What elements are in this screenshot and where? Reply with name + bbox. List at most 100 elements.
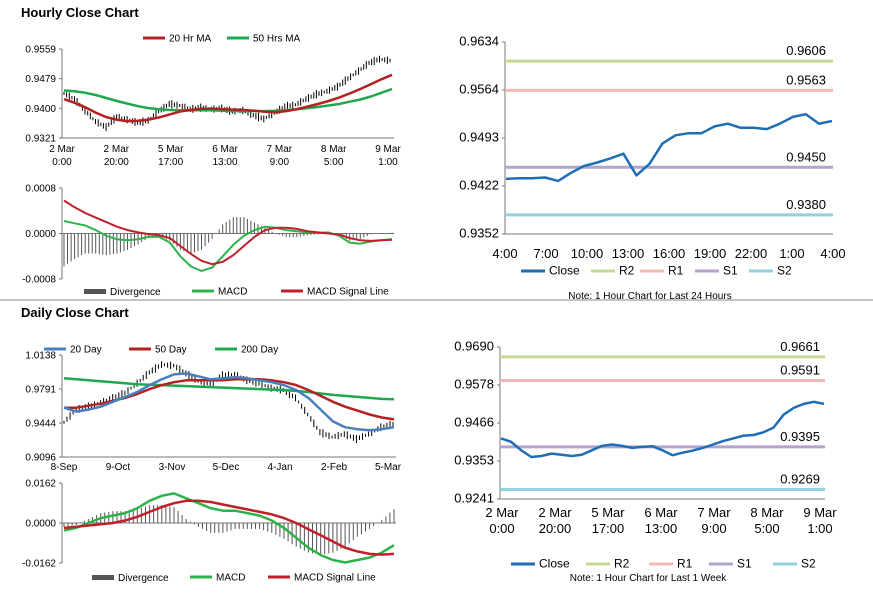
- hourly-level-s2-label: 0.9380: [786, 197, 826, 212]
- daily-levels-y-tick-label: 0.9690: [454, 339, 494, 354]
- daily-macd-y-tick-label: 0.0000: [25, 519, 56, 530]
- hourly-price-x-tick-label: 2 Mar: [49, 144, 75, 155]
- hourly-divergence-legend-label: Divergence: [110, 287, 161, 298]
- hourly-price-x-tick-label: 5 Mar: [158, 144, 184, 155]
- daily-price-y-tick-label: 0.9096: [25, 453, 56, 464]
- daily-price-x-tick-label: 9-Oct: [106, 462, 131, 473]
- daily-levels-r1-legend-label: R1: [677, 557, 693, 571]
- daily-price-x-tick-label: 4-Jan: [267, 462, 292, 473]
- daily-price-y-tick-label: 0.9791: [25, 385, 56, 396]
- hourly-levels-y-tick-label: 0.9422: [459, 178, 499, 193]
- daily-level-s2-label: 0.9269: [780, 472, 820, 487]
- daily-levels-y-tick-label: 0.9466: [454, 415, 494, 430]
- daily-levels-r2-legend-label: R2: [614, 557, 630, 571]
- hourly-levels-r2-legend-label: R2: [619, 264, 635, 278]
- hourly-close-line: [505, 112, 833, 183]
- daily-levels-close-legend-label: Close: [539, 557, 570, 571]
- hourly-levels-y-tick-label: 0.9634: [459, 34, 499, 49]
- hourly-50hr-ma-line: [63, 87, 393, 113]
- hourly-price-x-tick-label: 1:00: [378, 157, 398, 168]
- hourly-price-x-tick-label: 8 Mar: [321, 144, 347, 155]
- daily-levels-x-tick-label: 2 Mar: [538, 505, 572, 520]
- hourly-price-x-tick-label: 2 Mar: [104, 144, 130, 155]
- daily-macd-line: [63, 492, 395, 564]
- daily-levels-s1-legend-label: S1: [737, 557, 752, 571]
- hourly-levels-y-tick-label: 0.9493: [459, 130, 499, 145]
- daily-divergence-legend-label: Divergence: [118, 573, 169, 584]
- hourly-price-x-tick-label: 9:00: [270, 157, 290, 168]
- daily-levels-x-tick-label: 17:00: [592, 521, 625, 536]
- daily-20day-line: [63, 372, 395, 432]
- hourly-20hr-ma-legend-label: 20 Hr MA: [169, 34, 212, 45]
- hourly-divergence-legend-swatch: [84, 289, 106, 294]
- hourly-levels-x-tick-label: 16:00: [653, 246, 686, 261]
- daily-level-s1-label: 0.9395: [780, 429, 820, 444]
- daily-levels-x-tick-label: 9 Mar: [803, 505, 837, 520]
- hourly-price-x-tick-label: 7 Mar: [267, 144, 293, 155]
- hourly-levels-y-tick-label: 0.9564: [459, 82, 499, 97]
- daily-levels-s2-legend-label: S2: [801, 557, 816, 571]
- hourly-price-y-tick-label: 0.9400: [25, 104, 56, 115]
- daily-macd-legend-label: MACD: [216, 573, 245, 584]
- hourly-levels-x-tick-label: 19:00: [694, 246, 727, 261]
- daily-levels-y-tick-label: 0.9578: [454, 377, 494, 392]
- daily-levels-x-tick-label: 13:00: [645, 521, 678, 536]
- daily-level-r2-label: 0.9661: [780, 339, 820, 354]
- hourly-macd-legend-label: MACD: [218, 287, 247, 298]
- hourly-price-x-tick-label: 5:00: [324, 157, 344, 168]
- hourly-macd-signal-line: [63, 199, 393, 266]
- daily-section-title: Daily Close Chart: [21, 305, 129, 320]
- hourly-macd-y-tick-label: 0.0008: [25, 184, 56, 195]
- daily-price-x-tick-label: 8-Sep: [51, 462, 78, 473]
- daily-levels-y-tick-label: 0.9241: [454, 491, 494, 506]
- daily-macd-signal-legend-label: MACD Signal Line: [294, 573, 376, 584]
- daily-close-line: [500, 400, 825, 459]
- daily-levels-x-tick-label: 2 Mar: [485, 505, 519, 520]
- hourly-levels-s2-legend-label: S2: [777, 264, 792, 278]
- daily-levels-x-tick-label: 6 Mar: [644, 505, 678, 520]
- hourly-price-y-tick-label: 0.9321: [25, 134, 56, 145]
- hourly-levels-r1-legend-label: R1: [668, 264, 684, 278]
- hourly-50hr-ma-legend-label: 50 Hrs MA: [253, 34, 301, 45]
- daily-macd-signal-line: [63, 499, 395, 556]
- hourly-price-y-tick-label: 0.9559: [25, 45, 56, 56]
- hourly-levels-note: Note: 1 Hour Chart for Last 24 Hours: [568, 291, 731, 302]
- daily-levels-x-tick-label: 1:00: [807, 521, 832, 536]
- daily-price-x-tick-label: 3-Nov: [159, 462, 186, 473]
- hourly-price-y-tick-label: 0.9479: [25, 74, 56, 85]
- daily-price-y-tick-label: 1.0138: [25, 351, 56, 362]
- hourly-macd-y-tick-label: 0.0000: [25, 229, 56, 240]
- hourly-price-x-tick-label: 0:00: [52, 157, 72, 168]
- hourly-price-x-tick-label: 13:00: [212, 157, 237, 168]
- daily-50day-legend-label: 50 Day: [155, 345, 187, 356]
- daily-price-y-tick-label: 0.9444: [25, 419, 56, 430]
- hourly-levels-x-tick-label: 4:00: [492, 246, 517, 261]
- hourly-level-s1-label: 0.9450: [786, 149, 826, 164]
- daily-divergence-legend-swatch: [92, 575, 114, 580]
- hourly-price-x-tick-label: 9 Mar: [375, 144, 401, 155]
- hourly-macd-signal-legend-label: MACD Signal Line: [307, 287, 389, 298]
- daily-levels-x-tick-label: 8 Mar: [750, 505, 784, 520]
- daily-level-r1-label: 0.9591: [780, 363, 820, 378]
- hourly-levels-close-legend-label: Close: [549, 264, 580, 278]
- daily-levels-x-tick-label: 9:00: [701, 521, 726, 536]
- daily-50day-line: [64, 378, 395, 421]
- daily-levels-x-tick-label: 7 Mar: [697, 505, 731, 520]
- daily-macd-y-tick-label: -0.0162: [22, 559, 56, 570]
- daily-levels-x-tick-label: 5 Mar: [591, 505, 625, 520]
- hourly-levels-x-tick-label: 1:00: [779, 246, 804, 261]
- hourly-level-r1-label: 0.9563: [786, 72, 826, 87]
- daily-price-x-tick-label: 5-Mar: [375, 462, 402, 473]
- hourly-section-title: Hourly Close Chart: [21, 5, 139, 20]
- hourly-macd-y-tick-label: -0.0008: [22, 275, 56, 286]
- hourly-levels-x-tick-label: 7:00: [533, 246, 558, 261]
- hourly-price-x-tick-label: 6 Mar: [212, 144, 238, 155]
- daily-price-x-tick-label: 2-Feb: [321, 462, 348, 473]
- hourly-levels-x-tick-label: 4:00: [820, 246, 845, 261]
- hourly-levels-x-tick-label: 22:00: [735, 246, 768, 261]
- hourly-levels-y-tick-label: 0.9352: [459, 226, 499, 241]
- daily-levels-note: Note: 1 Hour Chart for Last 1 Week: [570, 573, 728, 584]
- daily-200day-legend-label: 200 Day: [241, 345, 278, 356]
- daily-macd-y-tick-label: 0.0162: [25, 479, 56, 490]
